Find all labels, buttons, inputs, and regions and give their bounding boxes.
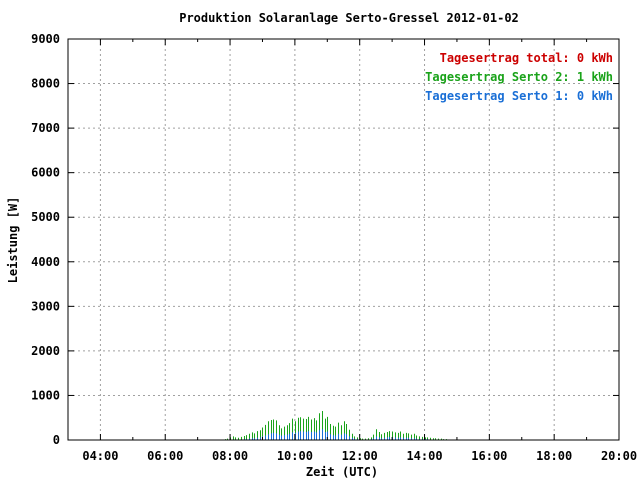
plot-frame <box>67 38 620 441</box>
y-tick-label: 2000 <box>31 344 60 358</box>
y-tick-label: 7000 <box>31 121 60 135</box>
x-tick-label: 04:00 <box>82 449 118 463</box>
x-tick-label: 10:00 <box>277 449 313 463</box>
legend-entry: Tagesertrag Serto 1: 0 kWh <box>425 89 613 103</box>
y-tick-label: 1000 <box>31 388 60 402</box>
y-axis-label: Leistung [W] <box>6 197 20 284</box>
y-tick-label: 3000 <box>31 299 60 313</box>
chart-title: Produktion Solaranlage Serto-Gressel 201… <box>179 11 519 25</box>
grid <box>68 39 619 440</box>
x-tick-label: 20:00 <box>601 449 637 463</box>
x-tick-label: 18:00 <box>536 449 572 463</box>
legend: Tagesertrag total: 0 kWh Tagesertrag Sert… <box>425 51 613 103</box>
y-tick-label: 5000 <box>31 210 60 224</box>
x-tick-label: 14:00 <box>406 449 442 463</box>
y-tick-label: 8000 <box>31 77 60 91</box>
y-tick-label: 0 <box>53 433 60 447</box>
y-tick-label: 9000 <box>31 32 60 46</box>
legend-entry: Tagesertrag total: 0 kWh <box>440 51 613 65</box>
legend-entry: Tagesertrag Serto 2: 1 kWh <box>425 70 613 84</box>
x-tick-label: 06:00 <box>147 449 183 463</box>
x-tick-label: 16:00 <box>471 449 507 463</box>
axes: 0 1000 2000 3000 4000 5000 6000 7000 8000 9000 04:… <box>31 32 637 463</box>
y-tick-label: 4000 <box>31 255 60 269</box>
x-tick-label: 12:00 <box>342 449 378 463</box>
x-axis-label: Zeit (UTC) <box>306 465 378 479</box>
x-tick-label: 08:00 <box>212 449 248 463</box>
y-tick-label: 6000 <box>31 166 60 180</box>
